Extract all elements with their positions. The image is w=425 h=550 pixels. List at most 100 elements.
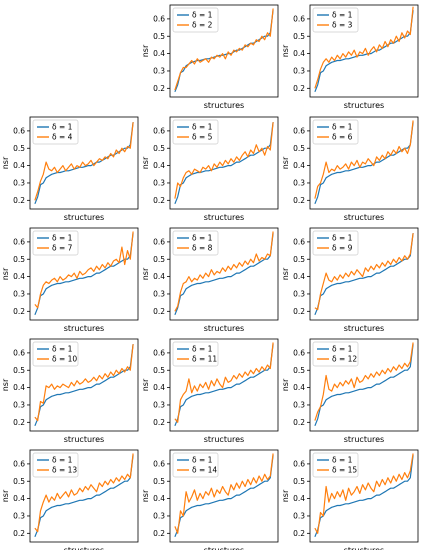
legend-entry: δ = 4 xyxy=(52,133,73,142)
series-line-compare xyxy=(174,8,274,91)
y-tick-label: 0.5 xyxy=(13,366,25,375)
axes-frame xyxy=(169,338,279,432)
y-tick-label: 0.3 xyxy=(293,179,305,188)
legend-box xyxy=(312,452,359,478)
x-axis-label: structures xyxy=(64,324,104,333)
y-tick-label: 0.4 xyxy=(153,494,165,503)
y-tick-label: 0.4 xyxy=(153,272,165,281)
y-tick-label: 0.5 xyxy=(293,477,305,486)
y-tick-label: 0.6 xyxy=(13,348,25,357)
y-tick-label: 0.4 xyxy=(153,161,165,170)
legend-entry: δ = 1 xyxy=(192,123,213,132)
legend: δ = 1δ = 4 xyxy=(32,119,79,145)
legend: δ = 1δ = 15 xyxy=(312,452,359,478)
chart-panel-9: 0.2 0.3 0.4 0.5 0.6 structures nsr δ = 1δ = 9 xyxy=(281,227,419,333)
y-tick-label: 0.6 xyxy=(153,126,165,135)
axes-frame xyxy=(309,116,419,210)
y-tick-label: 0.3 xyxy=(293,290,305,299)
chart-panel-5: 0.2 0.3 0.4 0.5 0.6 structures nsr δ = 1δ = 5 xyxy=(141,116,279,222)
y-tick-label: 0.4 xyxy=(293,494,305,503)
chart-panel-3: 0.2 0.3 0.4 0.5 0.6 structures nsr δ = 1δ = 3 xyxy=(281,4,419,110)
axes-frame xyxy=(309,4,419,98)
axes-frame xyxy=(309,227,419,321)
x-axis-label: structures xyxy=(204,546,244,550)
legend-entry: δ = 10 xyxy=(52,355,77,364)
series-line-baseline xyxy=(34,344,134,427)
axes-frame xyxy=(29,338,139,432)
y-axis-label: nsr xyxy=(281,156,290,169)
y-tick-label: 0.5 xyxy=(13,477,25,486)
y-tick-label: 0.2 xyxy=(153,84,165,93)
chart-panel-11: 0.2 0.3 0.4 0.5 0.6 structures nsr δ = 1δ = 11 xyxy=(141,338,279,444)
legend-entry: δ = 1 xyxy=(332,123,353,132)
y-tick-label: 0.4 xyxy=(13,494,25,503)
axes-frame xyxy=(169,449,279,543)
series-line-baseline xyxy=(314,344,414,427)
x-axis-label: structures xyxy=(204,324,244,333)
legend-entry: δ = 5 xyxy=(192,133,213,142)
series-line-compare xyxy=(314,233,414,311)
legend-box xyxy=(32,341,79,367)
y-tick-label: 0.6 xyxy=(153,348,165,357)
legend-entry: δ = 8 xyxy=(192,244,213,253)
y-tick-label: 0.3 xyxy=(153,67,165,76)
y-tick-label: 0.2 xyxy=(293,84,305,93)
y-tick-label: 0.3 xyxy=(153,512,165,521)
legend: δ = 1δ = 8 xyxy=(172,230,219,256)
series-line-baseline xyxy=(314,10,414,93)
y-tick-label: 0.6 xyxy=(293,14,305,23)
x-axis-label: structures xyxy=(204,213,244,222)
y-tick-label: 0.3 xyxy=(293,512,305,521)
y-tick-label: 0.5 xyxy=(293,144,305,153)
legend-box xyxy=(312,7,359,33)
y-tick-label: 0.2 xyxy=(293,307,305,316)
legend-box xyxy=(172,230,219,256)
legend-entry: δ = 1 xyxy=(192,345,213,354)
y-tick-label: 0.5 xyxy=(153,477,165,486)
y-tick-label: 0.5 xyxy=(13,144,25,153)
legend-entry: δ = 1 xyxy=(332,11,353,20)
legend-box xyxy=(172,341,219,367)
legend: δ = 1δ = 14 xyxy=(172,452,219,478)
legend: δ = 1δ = 12 xyxy=(312,341,359,367)
legend-entry: δ = 1 xyxy=(192,11,213,20)
y-tick-label: 0.6 xyxy=(13,237,25,246)
y-tick-label: 0.3 xyxy=(153,401,165,410)
chart-panel-15: 0.2 0.3 0.4 0.5 0.6 structures nsr δ = 1δ = 15 xyxy=(281,449,419,550)
y-tick-label: 0.2 xyxy=(13,418,25,427)
series-line-compare xyxy=(34,344,134,422)
y-tick-label: 0.6 xyxy=(293,348,305,357)
legend-box xyxy=(172,452,219,478)
y-tick-label: 0.5 xyxy=(293,366,305,375)
y-tick-label: 0.5 xyxy=(293,32,305,41)
chart-panel-14: 0.2 0.3 0.4 0.5 0.6 structures nsr δ = 1δ = 14 xyxy=(141,449,279,550)
legend: δ = 1δ = 6 xyxy=(312,119,359,145)
series-line-baseline xyxy=(34,455,134,538)
x-axis-label: structures xyxy=(64,435,104,444)
legend: δ = 1δ = 10 xyxy=(32,341,79,367)
legend-entry: δ = 1 xyxy=(52,456,73,465)
y-tick-label: 0.4 xyxy=(293,49,305,58)
y-tick-label: 0.2 xyxy=(293,529,305,538)
legend: δ = 1δ = 7 xyxy=(32,230,79,256)
series-line-compare xyxy=(34,122,134,201)
legend: δ = 1δ = 13 xyxy=(32,452,79,478)
legend-entry: δ = 1 xyxy=(52,123,73,132)
chart-panel-8: 0.2 0.3 0.4 0.5 0.6 structures nsr δ = 1δ = 8 xyxy=(141,227,279,333)
series-line-baseline xyxy=(174,10,274,93)
y-axis-label: nsr xyxy=(281,489,290,502)
y-tick-label: 0.4 xyxy=(13,272,25,281)
axes-frame xyxy=(29,227,139,321)
y-axis-label: nsr xyxy=(141,156,150,169)
series-line-baseline xyxy=(314,233,414,316)
chart-panel-2: 0.2 0.3 0.4 0.5 0.6 structures nsr δ = 1δ = 2 xyxy=(141,4,279,110)
legend-entry: δ = 1 xyxy=(332,456,353,465)
y-tick-label: 0.2 xyxy=(293,196,305,205)
y-tick-label: 0.6 xyxy=(153,459,165,468)
series-line-compare xyxy=(34,231,134,309)
y-tick-label: 0.2 xyxy=(153,418,165,427)
y-tick-label: 0.3 xyxy=(13,401,25,410)
y-tick-label: 0.3 xyxy=(13,290,25,299)
x-axis-label: structures xyxy=(344,213,384,222)
